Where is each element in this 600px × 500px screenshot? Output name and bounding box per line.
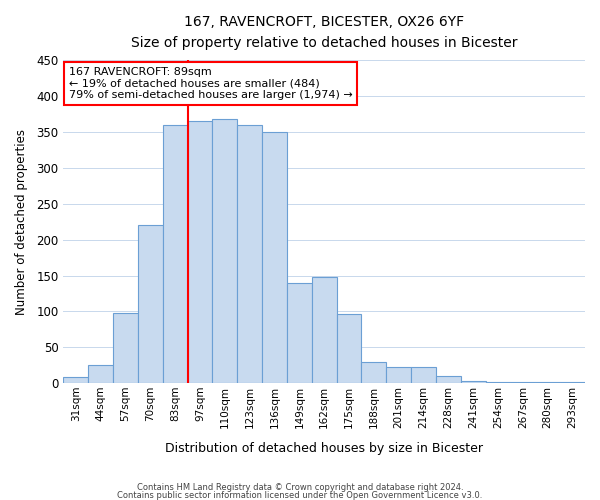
- Bar: [436, 376, 461, 383]
- Bar: [511, 382, 535, 383]
- Bar: [64, 378, 88, 383]
- Bar: [113, 313, 138, 383]
- Bar: [337, 314, 361, 383]
- Bar: [485, 382, 511, 383]
- Bar: [535, 382, 560, 383]
- Bar: [237, 125, 262, 383]
- Bar: [560, 382, 585, 383]
- Bar: [287, 283, 312, 383]
- Bar: [212, 120, 237, 383]
- Bar: [461, 381, 485, 383]
- Bar: [188, 122, 212, 383]
- Bar: [312, 277, 337, 383]
- Bar: [262, 132, 287, 383]
- Bar: [411, 368, 436, 383]
- Bar: [163, 125, 188, 383]
- Y-axis label: Number of detached properties: Number of detached properties: [15, 129, 28, 315]
- Bar: [386, 368, 411, 383]
- Text: 167 RAVENCROFT: 89sqm
← 19% of detached houses are smaller (484)
79% of semi-det: 167 RAVENCROFT: 89sqm ← 19% of detached …: [68, 67, 352, 100]
- Title: 167, RAVENCROFT, BICESTER, OX26 6YF
Size of property relative to detached houses: 167, RAVENCROFT, BICESTER, OX26 6YF Size…: [131, 15, 517, 50]
- X-axis label: Distribution of detached houses by size in Bicester: Distribution of detached houses by size …: [165, 442, 483, 455]
- Text: Contains HM Land Registry data © Crown copyright and database right 2024.: Contains HM Land Registry data © Crown c…: [137, 484, 463, 492]
- Text: Contains public sector information licensed under the Open Government Licence v3: Contains public sector information licen…: [118, 490, 482, 500]
- Bar: [361, 362, 386, 383]
- Bar: [138, 226, 163, 383]
- Bar: [88, 366, 113, 383]
